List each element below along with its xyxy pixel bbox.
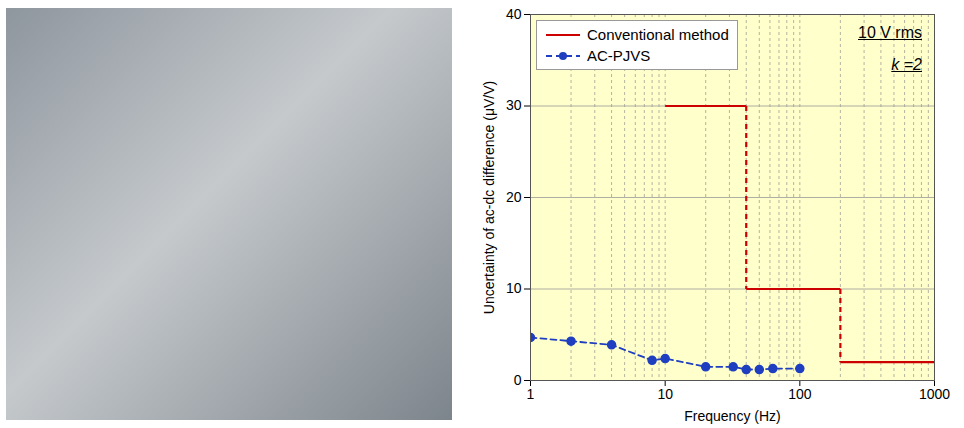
html-text:k =2: k =2 bbox=[891, 56, 922, 73]
svg-text:40: 40 bbox=[506, 6, 522, 22]
svg-text:20: 20 bbox=[506, 189, 522, 205]
svg-text:1: 1 bbox=[527, 386, 535, 402]
svg-text:0: 0 bbox=[514, 372, 522, 388]
svg-text:100: 100 bbox=[788, 386, 812, 402]
html-text:AC-PJVS: AC-PJVS bbox=[587, 47, 651, 64]
svg-text:1000: 1000 bbox=[919, 386, 950, 402]
svg-text:30: 30 bbox=[506, 97, 522, 113]
html-text:Conventional method: Conventional method bbox=[587, 26, 729, 43]
html-text:10 V rms: 10 V rms bbox=[858, 24, 922, 41]
svg-text:10: 10 bbox=[657, 386, 673, 402]
svg-text:10: 10 bbox=[506, 280, 522, 296]
svg-text:Frequency (Hz): Frequency (Hz) bbox=[684, 408, 780, 424]
svg-text:Uncertainty of ac-dc differenc: Uncertainty of ac-dc difference (μV/V) bbox=[481, 81, 497, 314]
